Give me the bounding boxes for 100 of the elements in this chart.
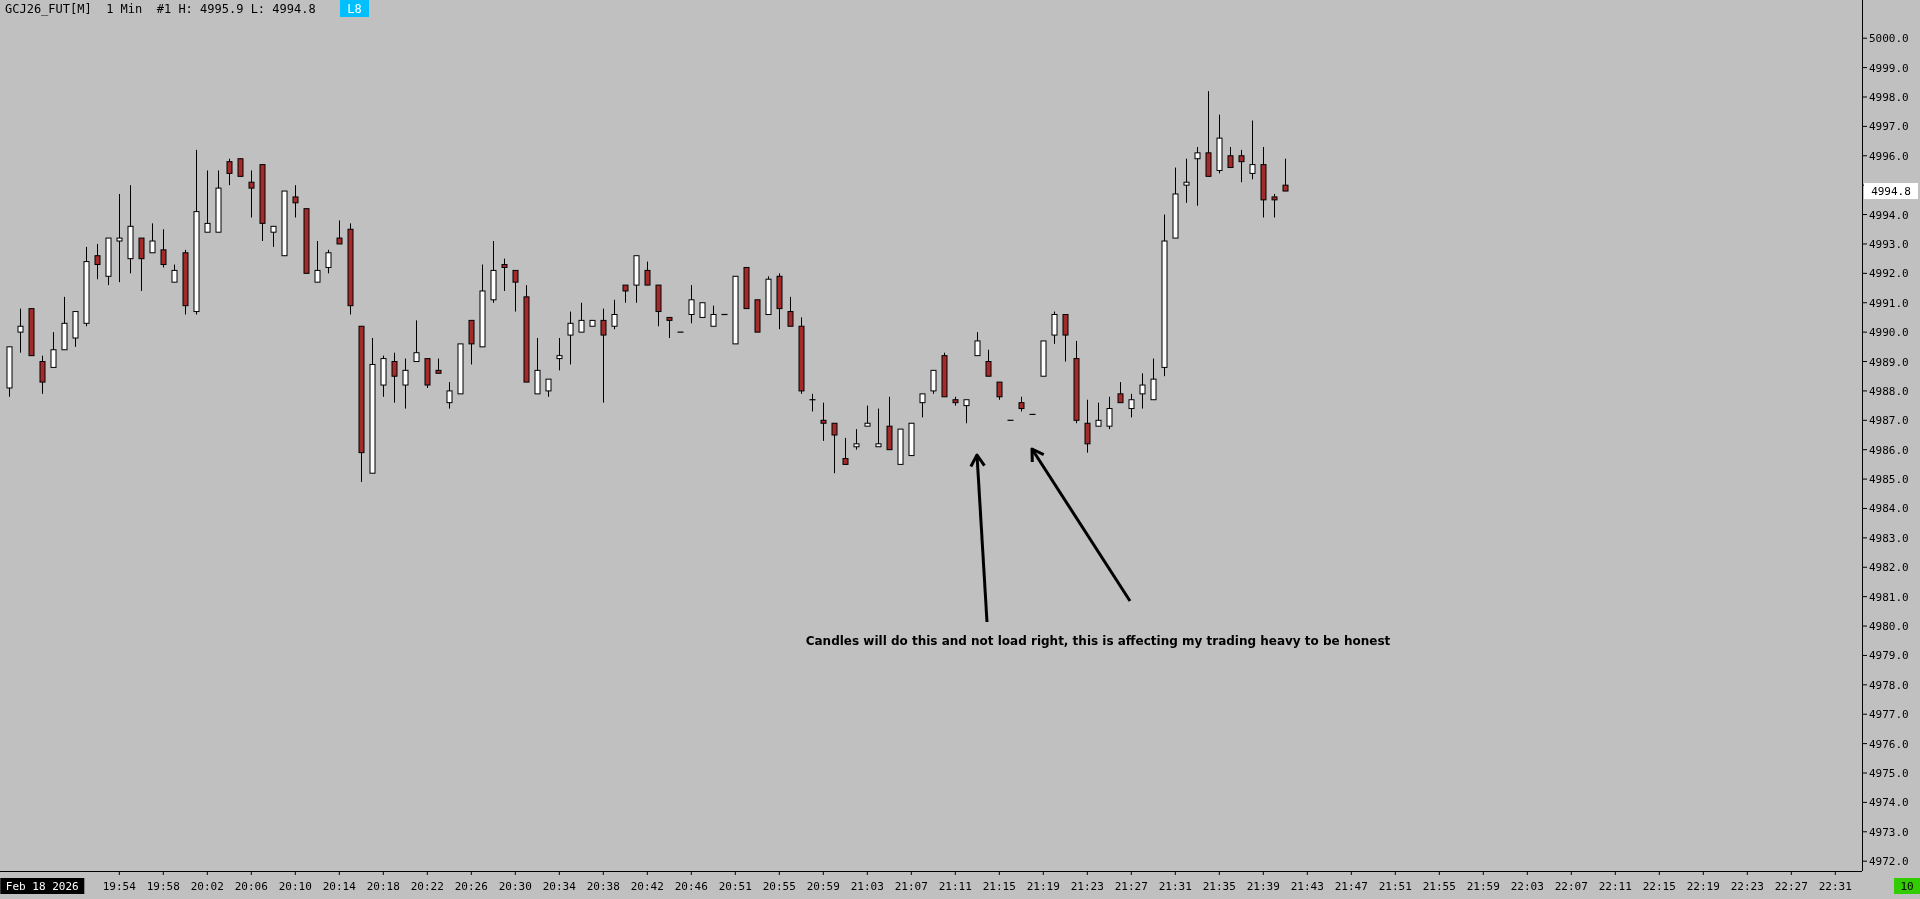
x-tick-label: 20:42 <box>630 880 664 893</box>
candlestick <box>1227 146 1234 169</box>
candlestick <box>292 184 299 218</box>
candlestick <box>468 319 475 365</box>
candlestick <box>50 331 57 368</box>
x-tick-label: 21:23 <box>1070 880 1104 893</box>
x-tick-label: 21:27 <box>1114 880 1148 893</box>
candlestick <box>94 243 101 280</box>
candlestick <box>864 405 871 427</box>
y-tick-label: 4975.0 <box>1869 767 1909 781</box>
candlestick <box>17 308 24 354</box>
candlestick <box>226 158 233 186</box>
y-tick-label: 4980.0 <box>1869 620 1909 634</box>
x-tick-label: 19:54 <box>102 880 137 893</box>
candlestick <box>1062 313 1069 363</box>
x-tick-label: 21:03 <box>850 880 884 893</box>
y-tick-label: 4985.0 <box>1869 473 1909 487</box>
x-tick-label: 21:59 <box>1466 880 1500 893</box>
candlestick <box>853 428 860 451</box>
y-tick-label: 4996.0 <box>1869 149 1909 163</box>
candlestick <box>446 381 453 410</box>
x-tick-label: 21:43 <box>1290 880 1324 893</box>
x-tick-label: 21:39 <box>1246 880 1280 893</box>
y-tick-label: 4974.0 <box>1869 796 1909 810</box>
candlestick <box>1238 149 1245 183</box>
y-tick-label: 4990.0 <box>1869 326 1909 340</box>
candlestick <box>116 193 123 283</box>
y-tick-label: 4999.0 <box>1869 61 1909 75</box>
x-tick-label: 21:55 <box>1422 880 1456 893</box>
y-tick-label: 4978.0 <box>1869 678 1909 692</box>
candlestick <box>820 402 827 442</box>
y-tick-label: 4972.0 <box>1869 855 1909 869</box>
candlestick <box>875 408 882 448</box>
x-tick-label: 20:10 <box>278 880 312 893</box>
x-tick-label: Feb 18 2026 <box>5 880 79 893</box>
y-tick-label: 4988.0 <box>1869 384 1909 398</box>
candlestick <box>1271 193 1278 218</box>
x-tick-label: 20:22 <box>410 880 444 893</box>
candlestick <box>985 349 992 377</box>
y-tick-label: 4976.0 <box>1869 737 1909 751</box>
x-tick-label: 20:06 <box>234 880 268 893</box>
x-tick-label: 20:55 <box>762 880 796 893</box>
y-tick-label: 4994.0 <box>1869 208 1909 222</box>
candlestick <box>314 240 321 283</box>
x-tick-label: 22:27 <box>1774 880 1808 893</box>
y-tick-label: 4993.0 <box>1869 237 1909 251</box>
candlestick <box>578 302 585 333</box>
candlestick <box>831 422 838 474</box>
candlestick <box>567 311 574 365</box>
candlestick <box>666 316 673 339</box>
x-tick-label: 20:14 <box>322 880 357 893</box>
candlestick <box>1194 146 1201 207</box>
candlestick <box>413 319 420 363</box>
candlestick <box>1106 396 1113 430</box>
candlestick <box>919 393 926 418</box>
y-tick-label: 4973.0 <box>1869 825 1909 839</box>
y-tick-label: 4987.0 <box>1869 414 1909 428</box>
candlestick <box>270 225 277 248</box>
x-tick-label: 20:51 <box>718 880 752 893</box>
candlestick <box>1249 120 1256 180</box>
y-tick-label: 4979.0 <box>1869 649 1909 663</box>
candlestick <box>710 305 717 327</box>
y-tick-label: 4986.0 <box>1869 443 1909 457</box>
annotation: L8 <box>347 1 362 16</box>
candlestick <box>688 284 695 324</box>
candlestick <box>501 258 508 292</box>
x-tick-label: 20:02 <box>190 880 224 893</box>
candlestick <box>886 396 893 451</box>
x-tick-label: 21:47 <box>1334 880 1368 893</box>
candlestick <box>1183 158 1190 204</box>
candlestick <box>1205 90 1212 177</box>
x-tick-label: 22:03 <box>1510 880 1544 893</box>
x-tick-label: 20:18 <box>366 880 400 893</box>
candlestick <box>1095 402 1102 427</box>
candlestick <box>39 355 46 395</box>
candlestick <box>974 331 981 357</box>
candlestick <box>336 219 343 245</box>
candlestick <box>391 352 398 404</box>
candlestick <box>512 269 519 313</box>
x-tick-label: 20:30 <box>498 880 532 893</box>
y-tick-label: 4998.0 <box>1869 90 1909 104</box>
y-tick-label: 4981.0 <box>1869 590 1909 604</box>
y-tick-label: 4991.0 <box>1869 296 1909 310</box>
x-tick-label: 22:23 <box>1730 880 1764 893</box>
x-tick-label: 20:46 <box>674 880 708 893</box>
x-tick-label: 22:15 <box>1642 880 1676 893</box>
candlestick <box>204 169 211 233</box>
x-tick-label: 21:15 <box>982 880 1016 893</box>
x-tick-label: 20:34 <box>542 880 577 893</box>
candlestick <box>248 169 255 218</box>
y-tick-label: 4977.0 <box>1869 708 1909 722</box>
x-tick-label: 21:19 <box>1026 880 1060 893</box>
x-tick-label: 22:07 <box>1554 880 1588 893</box>
candlestick <box>1128 393 1135 418</box>
y-tick-label: 4982.0 <box>1869 561 1909 575</box>
x-tick-label: 21:07 <box>894 880 928 893</box>
text: 10 <box>1900 880 1914 893</box>
candlestick <box>402 358 409 410</box>
candlestick <box>1282 158 1289 192</box>
y-tick-label: 4984.0 <box>1869 502 1909 516</box>
